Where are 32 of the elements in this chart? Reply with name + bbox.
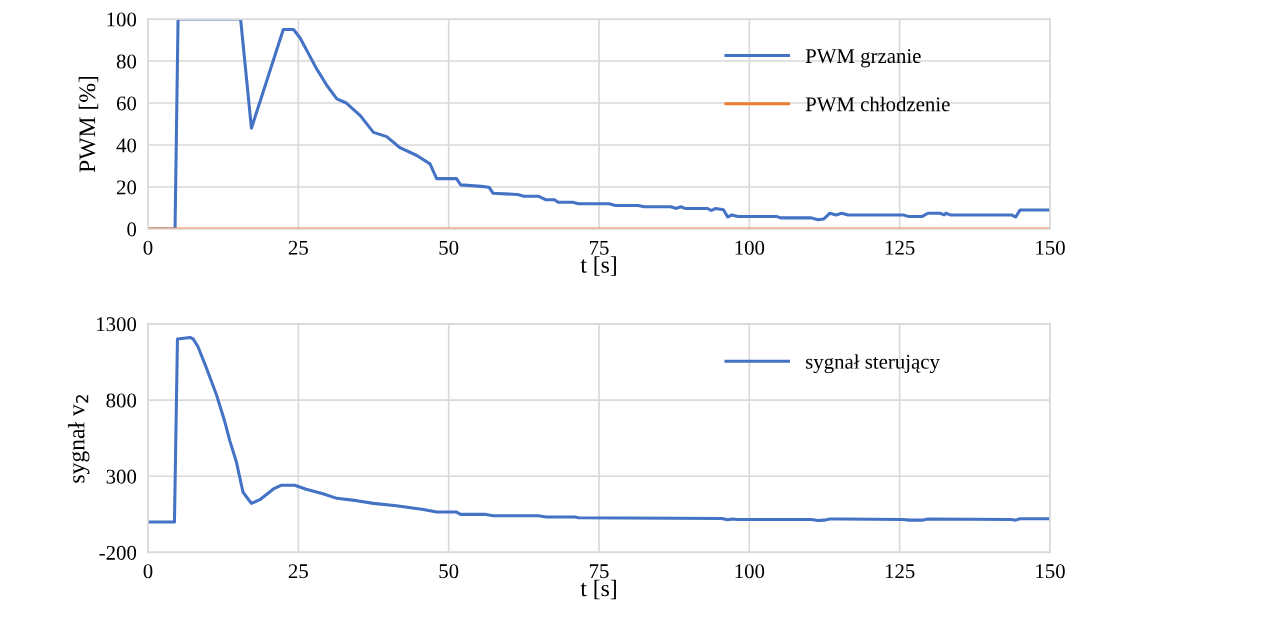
x-tick-label: 100 (735, 564, 765, 579)
legend-label: PWM grzanie (805, 49, 921, 68)
x-tick-label: 150 (1036, 240, 1065, 255)
x-tick-label: 25 (288, 564, 308, 579)
legend-label: PWM chłodzenie (805, 96, 950, 112)
y-tick-label: 800 (106, 393, 137, 408)
x-tick-label: 150 (1036, 564, 1065, 579)
y-tick-label: 60 (116, 96, 137, 111)
x-tick-label: 75 (589, 564, 609, 579)
legend-label: sygnał sterujący (806, 354, 940, 374)
x-tick-label: 50 (439, 564, 459, 579)
y-tick-label: 1300 (97, 317, 137, 332)
x-tick-label: 0 (143, 564, 153, 579)
y-tick-label: 80 (116, 54, 137, 69)
x-tick-label: 0 (143, 240, 153, 255)
y-tick-label: -200 (99, 545, 137, 560)
y-tick-label: 40 (116, 138, 137, 153)
y-tick-label: 100 (107, 12, 137, 27)
x-axis-title: t [s] (580, 256, 616, 276)
x-tick-label: 125 (885, 240, 915, 255)
y-tick-label: 300 (106, 469, 137, 484)
y-axis-title: sygnał v$_{2}$ (67, 395, 90, 483)
y-axis-title: PWM [%] (78, 76, 99, 173)
x-tick-label: 100 (735, 240, 765, 255)
x-tick-label: 75 (589, 240, 609, 255)
x-axis-title: t [s] (580, 579, 616, 600)
x-tick-label: 25 (288, 240, 308, 255)
x-tick-label: 125 (885, 564, 915, 579)
y-tick-label: 20 (116, 180, 137, 195)
line-series (147, 335, 1051, 524)
y-tick-label: 0 (127, 222, 137, 237)
x-tick-label: 50 (439, 240, 459, 255)
